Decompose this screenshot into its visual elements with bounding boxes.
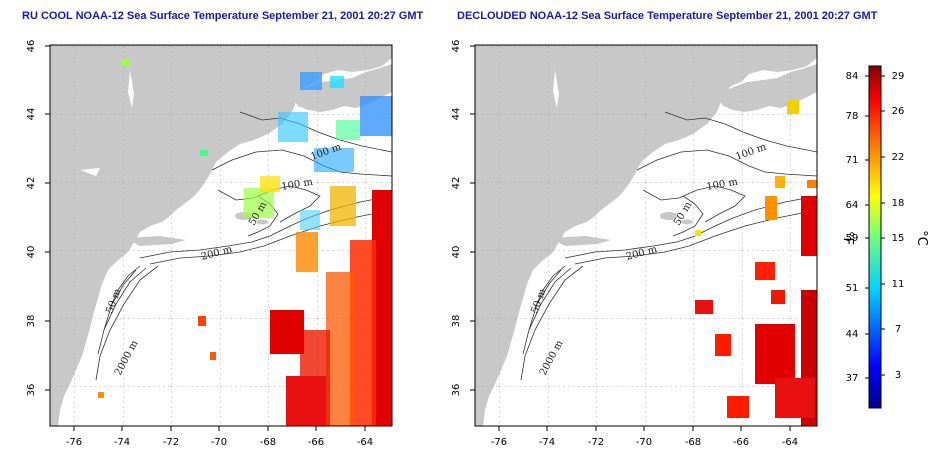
lon-tick: -76 (66, 437, 82, 448)
lat-tick: 42 (451, 177, 462, 190)
lat-tick: 38 (451, 315, 462, 328)
map-panel-left: 100 m 100 m 50 m 200 m 50 m 2000 m (49, 44, 393, 427)
lat-tick: 36 (451, 384, 462, 397)
lon-tick: -70 (636, 437, 652, 448)
lat-tick: 42 (26, 177, 37, 190)
sst-declouded-pixels (695, 100, 817, 426)
lon-tick: -68 (260, 437, 276, 448)
colorbar: 84 78 71 64 59 51 44 37 29 26 22 18 15 1… (840, 65, 929, 409)
colorbar-f-tick: 59 (846, 233, 859, 244)
map-frame-left (49, 44, 393, 427)
lon-tick: -76 (491, 437, 507, 448)
lon-tick: -72 (163, 437, 179, 448)
lat-tick: 36 (26, 384, 37, 397)
right-axis (470, 45, 791, 431)
map-frame-right (474, 44, 818, 427)
lat-tick: 44 (451, 108, 462, 121)
lon-tick: -68 (685, 437, 701, 448)
colorbar-c-tick: 15 (892, 233, 905, 244)
colorbar-unit-celsius: °C (914, 230, 929, 246)
left-lon-tick-labels: -76 -74 -72 -70 -68 -66 -64 (66, 437, 373, 448)
colorbar-c-tick: 7 (895, 324, 901, 335)
lon-tick: -74 (114, 437, 130, 448)
colorbar-c-tick: 3 (895, 370, 901, 381)
lat-tick: 40 (451, 246, 462, 259)
colorbar-unit-fahrenheit: °F (840, 231, 855, 245)
left-axis (45, 45, 366, 431)
colorbar-f-tick: 78 (846, 111, 859, 122)
celsius-ticks: 29 26 22 18 15 11 7 3 (892, 71, 905, 381)
left-lat-tick-labels: 46 44 42 40 38 36 (26, 40, 37, 397)
map-panel-right: 100 m 100 m 50 m 200 m 50 m 2000 m (474, 44, 818, 427)
lat-tick: 46 (26, 40, 37, 53)
lat-tick: 38 (26, 315, 37, 328)
colorbar-c-tick: 11 (892, 279, 905, 290)
colorbar-gradient (868, 65, 882, 409)
lon-tick: -66 (308, 437, 324, 448)
lon-tick: -64 (782, 437, 798, 448)
lon-tick: -66 (733, 437, 749, 448)
colorbar-f-tick: 64 (846, 200, 859, 211)
sst-cool-pixels (122, 60, 392, 230)
lon-tick: -74 (539, 437, 555, 448)
lat-tick: 44 (26, 108, 37, 121)
colorbar-f-tick: 71 (846, 155, 859, 166)
sst-warm-pixels (98, 190, 392, 426)
right-lon-tick-labels: -76 -74 -72 -70 -68 -66 -64 (491, 437, 798, 448)
colorbar-f-tick: 37 (846, 373, 859, 384)
colorbar-f-tick: 51 (846, 283, 859, 294)
colorbar-f-tick: 84 (846, 71, 859, 82)
colorbar-f-tick: 44 (846, 329, 859, 340)
map-title-left: RU COOL NOAA-12 Sea Surface Temperature … (22, 10, 424, 22)
fahrenheit-ticks: 84 78 71 64 59 51 44 37 (846, 71, 859, 384)
colorbar-c-tick: 18 (892, 198, 905, 209)
right-lat-tick-labels: 46 44 42 40 38 36 (451, 40, 462, 397)
lat-tick: 40 (26, 246, 37, 259)
lon-tick: -72 (588, 437, 604, 448)
colorbar-c-tick: 26 (892, 106, 905, 117)
map-title-right: DECLOUDED NOAA-12 Sea Surface Temperatur… (457, 10, 878, 22)
lon-tick: -70 (211, 437, 227, 448)
colorbar-c-tick: 22 (892, 152, 905, 163)
colorbar-c-tick: 29 (892, 71, 905, 82)
lat-tick: 46 (451, 40, 462, 53)
lon-tick: -64 (357, 437, 373, 448)
